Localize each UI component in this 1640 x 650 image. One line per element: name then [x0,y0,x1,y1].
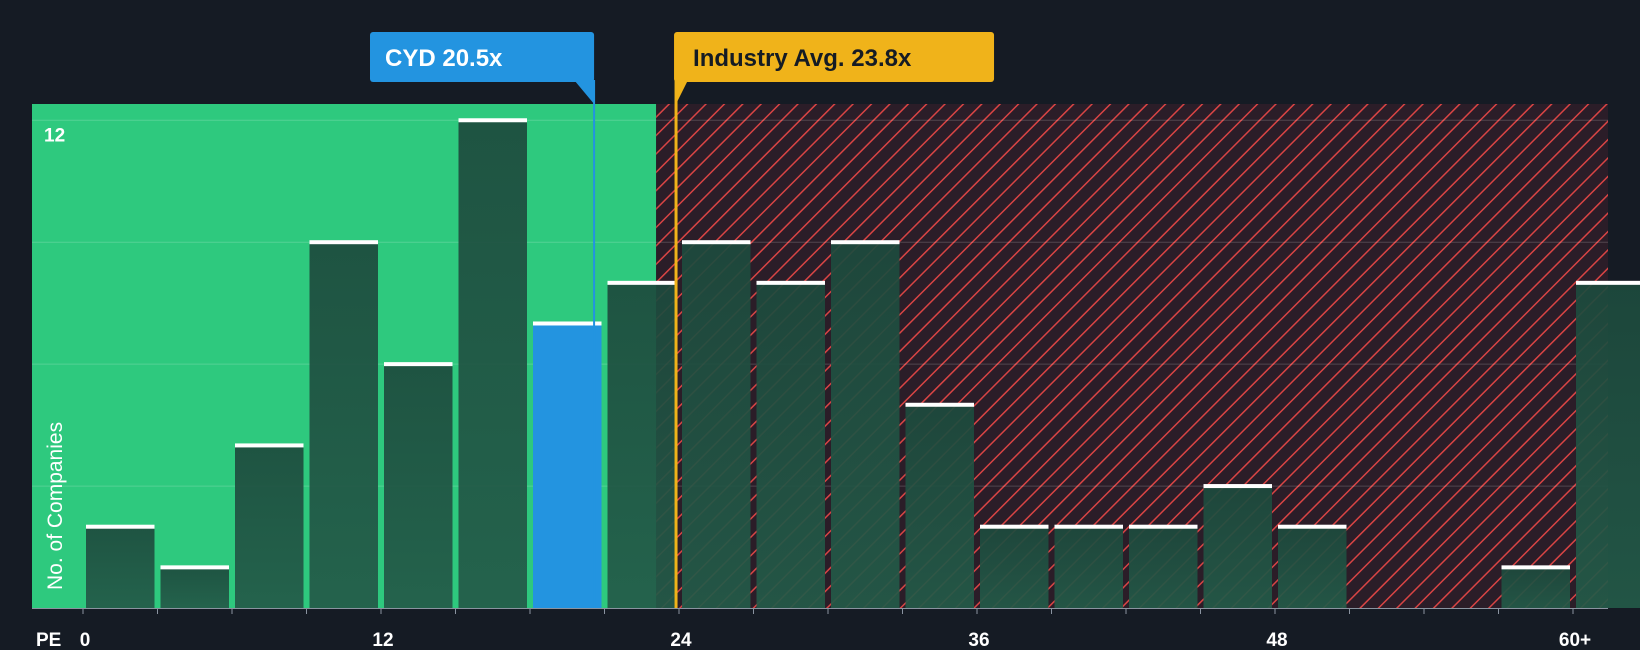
histogram-bar-cap [831,240,900,245]
y-axis-label: No. of Companies [44,422,67,590]
industry-callout-pointer [676,80,689,104]
histogram-bar-cap [384,362,453,367]
histogram-bar-cap [1501,565,1570,570]
histogram-bar-cap [1129,524,1198,529]
histogram-bar-cap [1203,484,1272,489]
company-callout-box [370,32,595,82]
histogram-bar-cap [980,524,1049,529]
x-tick-label: 36 [968,630,989,650]
histogram-bar [1278,526,1347,608]
histogram-bar-cap [160,565,229,570]
histogram-bar-cap [607,280,676,285]
x-tick-label: 48 [1266,630,1287,650]
histogram-bar [235,445,304,608]
industry-callout-label: Industry Avg. 23.8x [693,45,912,72]
histogram-bar [1054,526,1123,608]
x-tick-label: 12 [372,630,393,650]
histogram-bar [831,242,900,608]
histogram-bar [533,323,602,608]
histogram-bar-cap [86,524,155,529]
histogram-bar [1501,567,1570,608]
x-tick-label: 0 [80,630,91,650]
histogram-bar [1576,282,1640,608]
histogram-bar [756,282,825,608]
histogram-bar-cap [682,240,751,245]
histogram-bar-cap [533,321,602,326]
histogram-bar [86,526,155,608]
histogram-bar-cap [235,443,304,448]
histogram-bar-cap [458,118,527,123]
x-tick-label: 24 [670,630,692,650]
histogram-bar-cap [309,240,378,245]
histogram-bar [980,526,1049,608]
y-tick-label: 12 [44,125,65,146]
histogram-bar [1203,486,1272,608]
x-axis-label: PE [36,630,61,650]
histogram-bar [1129,526,1198,608]
histogram-bar [384,364,453,608]
industry-callout-box [674,32,995,82]
histogram-bar [458,120,527,609]
histogram-bar [905,404,974,608]
histogram-bar-cap [1054,524,1123,529]
histogram-bar-cap [1576,280,1640,285]
company-callout-pointer [574,80,595,104]
histogram-bar [682,242,751,608]
histogram-bar [309,242,378,608]
histogram-bar-cap [1278,524,1347,529]
histogram-bar [160,567,229,608]
x-tick-label: 60+ [1559,630,1591,650]
histogram-bar-cap [756,280,825,285]
histogram-bar [607,282,676,608]
company-callout-label: CYD 20.5x [385,45,503,72]
histogram-bar-cap [905,402,974,407]
